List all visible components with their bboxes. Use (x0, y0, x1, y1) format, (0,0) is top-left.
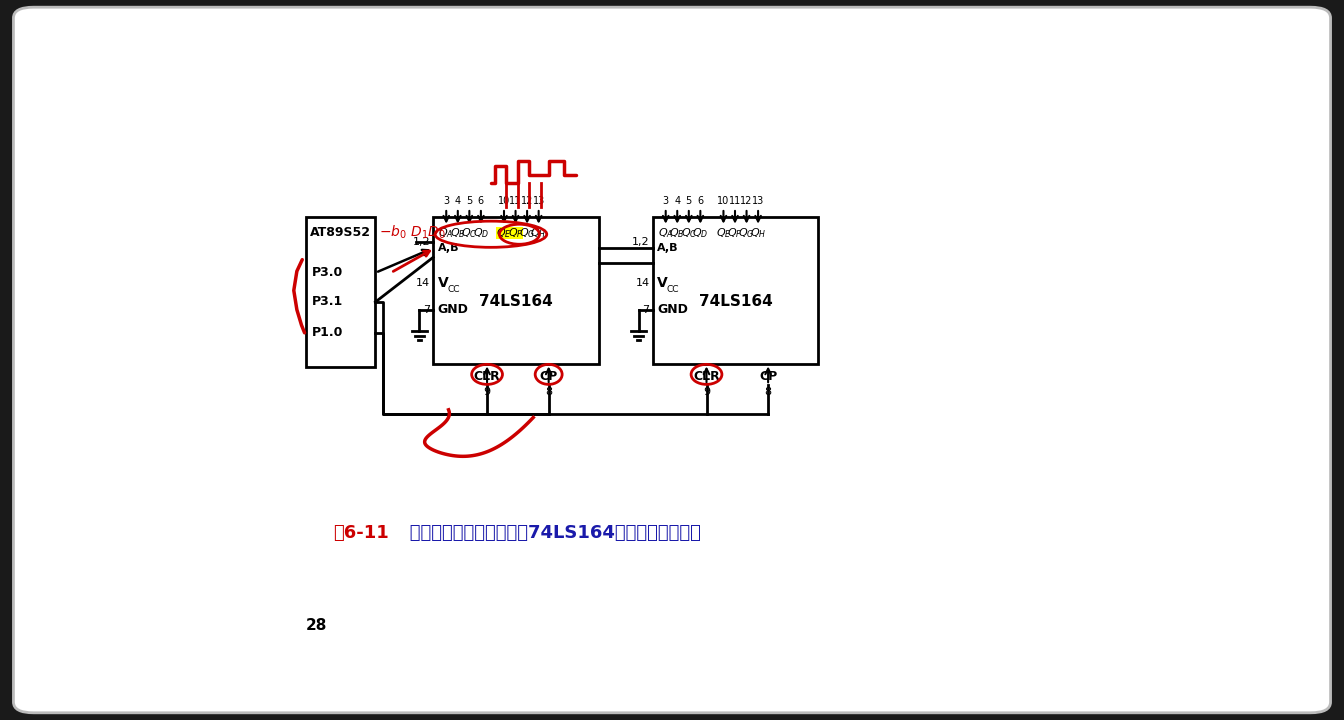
Text: CLR: CLR (473, 370, 500, 383)
Text: 7: 7 (423, 305, 430, 315)
Text: $Q_{E}$: $Q_{E}$ (496, 226, 512, 240)
Text: 28: 28 (306, 618, 328, 633)
Text: $Q_{H}$: $Q_{H}$ (750, 226, 766, 240)
Text: 9: 9 (484, 387, 491, 397)
Text: 5: 5 (466, 196, 473, 206)
Text: 3: 3 (444, 196, 449, 206)
Text: 6: 6 (698, 196, 703, 206)
Text: $Q_{A}$: $Q_{A}$ (659, 226, 673, 240)
Text: 5: 5 (685, 196, 692, 206)
Text: 图6-11: 图6-11 (333, 524, 388, 542)
Text: 11: 11 (728, 196, 741, 206)
Text: $Q_{D}$: $Q_{D}$ (692, 226, 708, 240)
Text: 6: 6 (478, 196, 484, 206)
Text: 12: 12 (741, 196, 753, 206)
Text: 74LS164: 74LS164 (699, 294, 773, 310)
Text: 1,2: 1,2 (632, 237, 649, 247)
Text: 8: 8 (546, 387, 552, 397)
Text: 10: 10 (718, 196, 730, 206)
Text: P1.0: P1.0 (312, 326, 344, 339)
Text: 4: 4 (675, 196, 680, 206)
Text: CP: CP (539, 370, 558, 383)
Text: $Q_{D}$: $Q_{D}$ (473, 226, 489, 240)
Text: CLR: CLR (694, 370, 720, 383)
Text: A,B: A,B (438, 243, 460, 253)
Text: $Q_{B}$: $Q_{B}$ (669, 226, 685, 240)
Text: 13: 13 (753, 196, 765, 206)
Text: $Q_{C}$: $Q_{C}$ (680, 226, 698, 240)
Text: 3: 3 (663, 196, 669, 206)
Text: 1,2: 1,2 (413, 237, 430, 247)
Text: A,B: A,B (657, 243, 679, 253)
Text: 12: 12 (521, 196, 534, 206)
Text: GND: GND (657, 303, 688, 316)
Text: GND: GND (438, 303, 469, 316)
Text: 7: 7 (642, 305, 649, 315)
Text: V: V (438, 276, 449, 289)
Text: $Q_{H}$: $Q_{H}$ (531, 226, 547, 240)
Text: 4: 4 (454, 196, 461, 206)
Text: $Q_{F}$: $Q_{F}$ (508, 226, 523, 240)
Text: $Q_{E}$: $Q_{E}$ (715, 226, 731, 240)
Bar (306, 217, 375, 367)
Text: 外接串入并出移位寄存器74LS164扩展的并行输出口: 外接串入并出移位寄存器74LS164扩展的并行输出口 (391, 524, 700, 542)
Bar (653, 217, 818, 364)
Text: $Q_{B}$: $Q_{B}$ (450, 226, 465, 240)
Text: $Q_{G}$: $Q_{G}$ (738, 226, 755, 240)
Text: CC: CC (667, 285, 679, 294)
Text: 11: 11 (509, 196, 521, 206)
Text: V: V (657, 276, 668, 289)
Text: 13: 13 (532, 196, 544, 206)
Bar (433, 217, 598, 364)
Text: $Q_{C}$: $Q_{C}$ (461, 226, 477, 240)
Bar (496, 227, 512, 239)
Text: 8: 8 (765, 387, 771, 397)
Text: 74LS164: 74LS164 (478, 294, 552, 310)
Text: 14: 14 (636, 278, 649, 288)
Text: $Q_{A}$: $Q_{A}$ (438, 226, 454, 240)
Text: P3.1: P3.1 (312, 295, 344, 308)
Text: AT89S52: AT89S52 (310, 226, 371, 239)
Text: 14: 14 (415, 278, 430, 288)
Text: $-b_0\ D_1D_0$: $-b_0\ D_1D_0$ (379, 224, 446, 241)
Text: CC: CC (448, 285, 460, 294)
Text: $Q_{G}$: $Q_{G}$ (519, 226, 535, 240)
Bar (508, 227, 523, 239)
Text: 9: 9 (703, 387, 710, 397)
Text: 10: 10 (497, 196, 511, 206)
Text: CP: CP (759, 370, 777, 383)
Text: P3.0: P3.0 (312, 266, 344, 279)
Text: $Q_{F}$: $Q_{F}$ (727, 226, 743, 240)
